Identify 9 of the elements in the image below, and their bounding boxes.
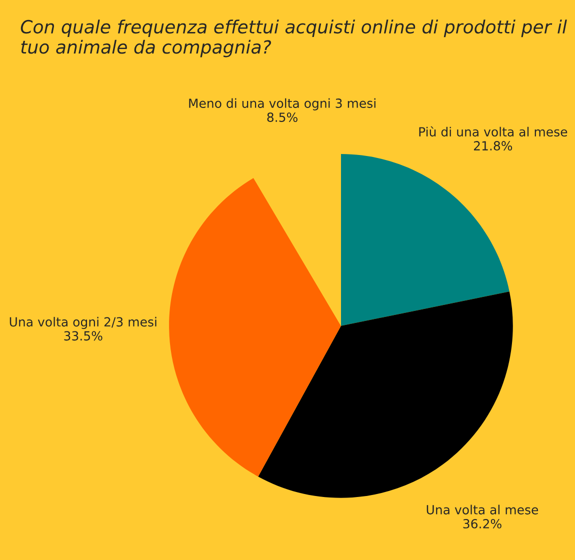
slice-label: Meno di una volta ogni 3 mesi <box>189 98 376 110</box>
slice-label: Una volta al mese <box>426 504 538 514</box>
data-label: 33.5% <box>64 331 102 341</box>
data-label: 8.5% <box>267 112 298 122</box>
data-label: 21.8% <box>474 141 512 151</box>
chart-title: Con quale frequenza effettui acquisti online di prodotti per il tuo animale da compagnia? <box>20 20 567 58</box>
data-label: 36.2% <box>463 518 502 528</box>
slice-label: Più di una volta al mese <box>419 126 568 137</box>
slice-label: Una volta ogni 2/3 mesi <box>10 316 156 330</box>
